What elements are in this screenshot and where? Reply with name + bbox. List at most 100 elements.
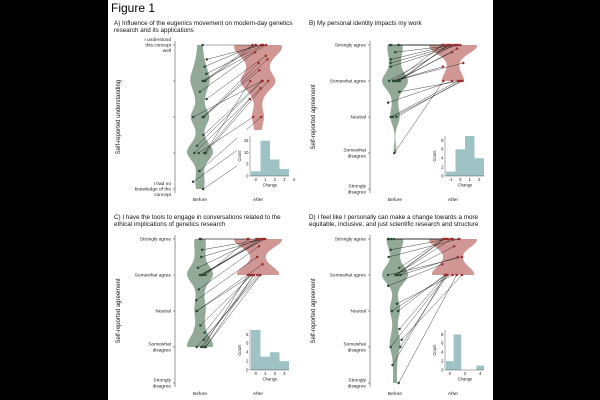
pair-line [199,116,262,172]
pair-line [390,274,448,348]
point-after [264,54,268,58]
point-before [394,50,397,54]
point-after [460,255,464,259]
point-before [199,345,203,349]
point-after [266,58,269,61]
point-after [257,61,260,65]
inset-x-tick-label: 0 [255,177,258,182]
point-after [451,273,454,277]
point-before [198,237,202,241]
inset-x-tick-label: 2 [464,371,467,376]
violin-after [429,239,477,275]
inset-y-tick-label: 5 [246,162,249,167]
inset-histogram: 0 2 4 6 8 0 2 4 Change Count [432,324,488,384]
panel-D: D) I feel like I personally can make a c… [309,214,488,397]
pair-line [398,274,457,384]
y-tick-label: Somewhat agree [135,273,172,279]
histogram-bar [251,330,261,370]
point-after [452,43,456,47]
inset-x-tick-label: 2 [274,371,277,376]
point-before [204,345,207,349]
inset-y-tick-label: 2 [246,359,249,364]
point-after [258,237,262,241]
point-before [205,58,208,61]
pair-line [390,238,449,251]
point-after [248,97,252,101]
point-before [202,151,206,155]
point-before [391,363,394,367]
histogram-bar [251,171,261,176]
y-tick-label: Strongly [348,378,366,384]
point-after [442,79,445,83]
pair-line [397,44,450,82]
point-before [386,273,390,277]
point-before [197,151,200,155]
pair-line [206,44,263,60]
point-before [394,273,397,277]
pair-line [390,44,458,67]
panel-A: A) Influence of the eugenics movement on… [114,20,296,203]
inset-histogram: 0 5 10 15 0 1 2 3 4 Change Count [237,130,296,190]
point-after [251,115,255,119]
x-tick-label-after: After [448,391,459,397]
panel-title-line: ethical implications of genetics researc… [114,221,226,228]
y-tick-label: knowledge of the [135,187,172,193]
inset-y-tick-label: 4 [441,350,444,355]
point-after [261,262,264,266]
panel-B: B) My personal identity impacts my work S… [309,20,488,203]
point-before [200,273,203,277]
pair-line [390,80,459,118]
violin-before [382,239,408,383]
point-after [259,273,262,277]
point-after [441,65,445,68]
point-before [393,151,396,155]
pair-line [396,238,452,276]
point-before [399,345,402,349]
point-before [391,79,395,83]
inset-y-tick-label: 0 [246,367,249,372]
y-tick-label: well [163,48,171,54]
point-after [261,79,264,83]
y-tick-label: this concept [145,43,171,49]
point-before [389,115,392,119]
point-after [252,273,256,277]
point-before [198,90,202,94]
y-tick-label: concept [154,192,171,198]
violin-after [429,45,477,81]
inset-x-tick-label: 0 [449,371,452,376]
histogram-bar [279,361,289,370]
point-before [193,151,196,155]
y-tick-label: disagree [348,347,367,353]
pair-line [394,44,443,82]
y-tick-label: disagree [348,189,367,195]
y-tick-label: Somewhat [148,342,171,348]
point-after [249,79,252,83]
pair-line [400,256,458,276]
inset-x-tick-label: 3 [283,177,286,182]
y-tick-label: Neutral [156,309,171,315]
point-before [397,43,401,47]
inset-histogram: 0 2 4 6 8 0 1 2 3 Change Count [237,324,293,384]
point-before [200,255,203,259]
inset-y-tick-label: 0 [246,173,249,178]
inset-y-label: Count [237,344,242,356]
histogram-bar [279,168,289,176]
point-after [247,237,250,241]
point-before [400,338,403,342]
point-after [456,43,460,47]
point-before [389,61,392,65]
point-before [202,338,205,342]
point-after [456,79,460,83]
point-before [387,79,391,83]
y-axis-label: Self-reported agreement [116,278,122,343]
point-before [202,345,205,349]
panel-title-line: C) I have the tools to engage in convers… [114,214,281,221]
inset-y-tick-label: 6 [246,341,249,346]
point-after [259,115,263,119]
pair-line [193,80,262,118]
point-before [390,43,393,47]
point-after [264,43,268,47]
inset-y-tick-label: 2 [441,165,444,170]
point-after [461,61,465,65]
panel-title-line: A) Influence of the eugenics movement on… [114,20,293,27]
